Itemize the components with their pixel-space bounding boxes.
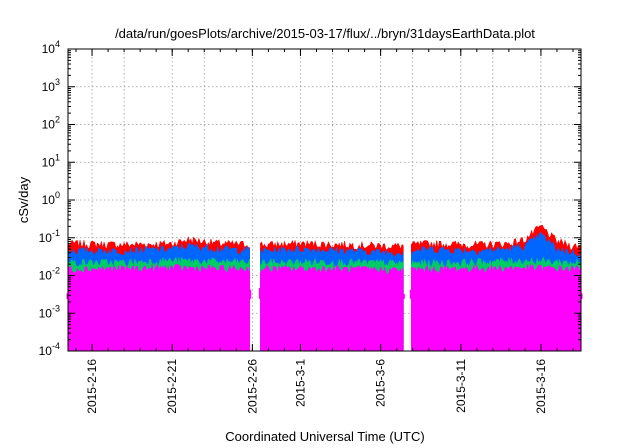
series-layer (66, 224, 583, 352)
series-dropout (385, 290, 389, 351)
x-tick-label: 2015-3-16 (534, 359, 548, 414)
series-dropout (376, 290, 380, 351)
y-axis-label: cSv/day (16, 176, 31, 223)
y-tick-exponent: -1 (52, 228, 60, 238)
x-tick-label: 2015-3-11 (454, 359, 468, 413)
series-dropout (156, 290, 160, 351)
y-tick-exponent: 1 (55, 152, 60, 162)
y-tick-label: 100 (42, 190, 60, 207)
x-tick-label: 2015-3-6 (374, 359, 388, 407)
y-tick-label: 10-2 (39, 266, 60, 283)
y-tick-label: 101 (42, 152, 60, 169)
series-dropout (242, 290, 246, 351)
series-dropout (120, 290, 124, 351)
plot-area (66, 48, 583, 352)
y-tick-label: 103 (42, 77, 60, 94)
series-dropout (497, 290, 501, 351)
series-dropout (396, 290, 400, 351)
series-dropout (389, 290, 393, 351)
y-tick-exponent: -4 (52, 341, 60, 351)
x-axis-label: Coordinated Universal Time (UTC) (225, 429, 424, 444)
series-dropout (246, 290, 250, 351)
y-tick-exponent: 0 (55, 190, 60, 200)
series-area-3 (67, 263, 582, 352)
y-tick-exponent: 4 (55, 39, 60, 49)
x-tick-label: 2015-3-1 (293, 359, 307, 407)
series-dropout (417, 290, 421, 351)
y-tick-label: 102 (42, 115, 60, 132)
series-dropout (453, 290, 457, 351)
y-tick-exponent: -3 (52, 303, 60, 313)
x-tick-label: 2015-2-21 (165, 359, 179, 414)
series-dropout (355, 290, 359, 351)
y-tick-label: 10-1 (39, 228, 60, 245)
series-dropout (429, 290, 433, 351)
y-tick-label: 10-4 (39, 341, 60, 358)
axis-ticks (68, 48, 581, 352)
y-tick-label: 104 (42, 39, 60, 56)
x-tick-label: 2015-2-16 (85, 359, 99, 414)
x-axis-tick-labels: 2015-2-16 2015-2-21 2015-2-26 2015-3-1 2015-… (85, 359, 548, 414)
series-dropout (419, 290, 423, 351)
series-dropout (260, 290, 264, 351)
y-tick-exponent: -2 (52, 266, 60, 276)
series-floor-3 (66, 286, 583, 299)
series-dropout (264, 290, 268, 351)
y-tick-exponent: 2 (55, 115, 60, 125)
chart-title: /data/run/goesPlots/archive/2015-03-17/f… (115, 26, 535, 41)
y-tick-label: 10-3 (39, 303, 60, 320)
y-tick-exponent: 3 (55, 77, 60, 87)
series-dropout (371, 290, 375, 351)
x-tick-label: 2015-2-26 (245, 359, 259, 414)
series-dropout (399, 290, 403, 351)
